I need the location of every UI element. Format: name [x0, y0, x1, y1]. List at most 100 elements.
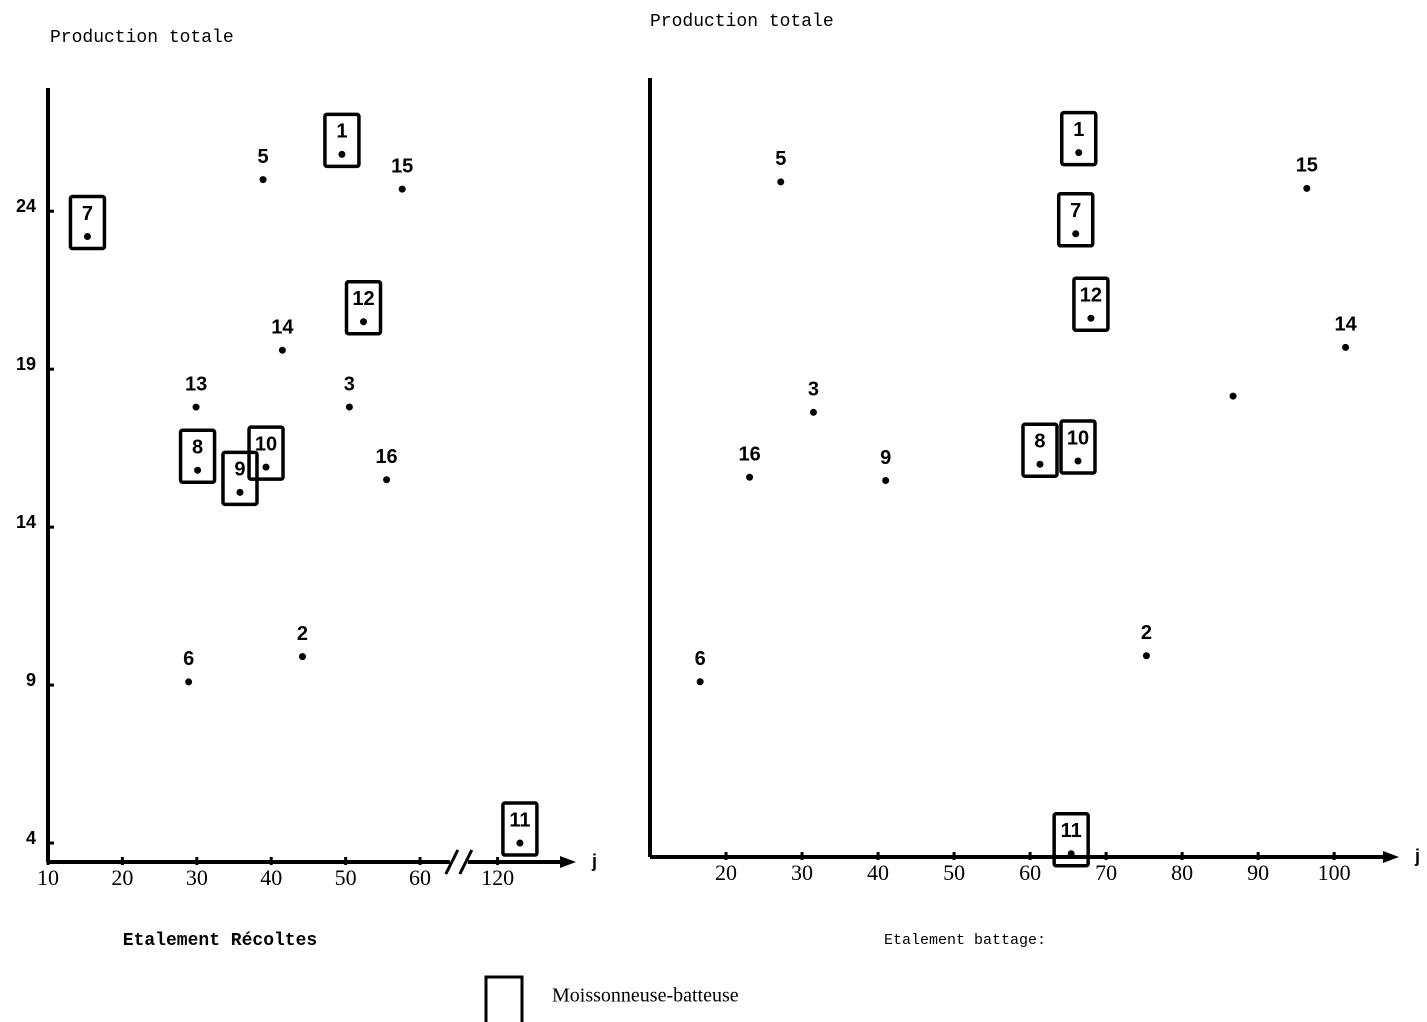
- point-label: 6: [183, 648, 194, 670]
- x-tick-label: 10: [37, 865, 59, 890]
- point-label: 12: [1080, 284, 1102, 306]
- axis-break: [444, 849, 460, 875]
- x-tick-label: 60: [409, 865, 431, 890]
- chart-title: Production totale: [650, 12, 834, 32]
- point-label: 10: [255, 433, 277, 455]
- harvester-box: [1060, 110, 1098, 167]
- point: [1229, 392, 1237, 400]
- point-label: 11: [1061, 820, 1082, 842]
- point: [1342, 343, 1350, 351]
- point: [1074, 457, 1082, 465]
- harvester-box: [1056, 192, 1095, 248]
- harvester-box: [1021, 422, 1059, 479]
- axis-arrow: [560, 856, 576, 868]
- point: [696, 678, 704, 686]
- x-tick-label: 50: [943, 860, 965, 885]
- point-label: 14: [271, 316, 294, 338]
- point: [777, 178, 785, 186]
- x-axis-end: j: [1414, 846, 1420, 866]
- x-tick-label: 50: [335, 865, 357, 890]
- x-tick-label: 60: [1019, 860, 1041, 885]
- point-label: 5: [775, 148, 786, 170]
- point: [298, 653, 306, 661]
- x-tick-label: 20: [715, 860, 737, 885]
- harvester-box: [1072, 276, 1110, 332]
- point: [360, 318, 368, 326]
- x-axis-label: Etalement battage:: [884, 932, 1046, 949]
- harvester-box: [1052, 812, 1090, 868]
- point-label: 2: [297, 623, 308, 645]
- axis-arrow: [1383, 851, 1399, 863]
- harvester-box: [323, 112, 361, 169]
- y-tick-label: 24: [16, 196, 36, 216]
- x-tick-label: 30: [791, 860, 813, 885]
- point-label: 3: [808, 379, 819, 401]
- x-tick-label: 40: [867, 860, 889, 885]
- point: [398, 185, 406, 193]
- point-label: 6: [695, 648, 706, 670]
- point-label: 15: [1296, 155, 1318, 177]
- chart-title: Production totale: [50, 28, 234, 48]
- point-label: 12: [352, 288, 374, 310]
- y-tick-label: 14: [16, 512, 36, 532]
- point-label: 16: [375, 446, 397, 468]
- x-axis-label: Etalement Récoltes: [123, 931, 317, 951]
- x-tick-label: 70: [1095, 860, 1117, 885]
- harvester-box: [178, 428, 217, 485]
- x-tick-label: 120: [481, 865, 514, 890]
- harvester-box: [344, 280, 383, 336]
- y-tick-label: 4: [26, 828, 36, 848]
- harvester-box: [1059, 419, 1097, 475]
- point: [516, 839, 524, 847]
- harvester-box: [68, 194, 107, 251]
- point: [1075, 149, 1083, 157]
- harvester-box: [247, 425, 285, 481]
- x-tick-label: 90: [1247, 860, 1269, 885]
- point-label: 8: [1034, 431, 1045, 453]
- point: [882, 476, 890, 484]
- x-tick-label: 30: [186, 865, 208, 890]
- point: [83, 232, 91, 240]
- legend-label: Moissonneuse-batteuse: [552, 985, 739, 1007]
- point-label: 3: [344, 373, 355, 395]
- point-label: 16: [738, 444, 760, 466]
- point-label: 15: [391, 155, 413, 177]
- point: [192, 403, 200, 411]
- point: [236, 488, 244, 496]
- x-tick-label: 100: [1318, 860, 1351, 885]
- legend-box: [484, 975, 524, 1022]
- point: [345, 403, 353, 411]
- point: [1072, 230, 1080, 238]
- point: [1087, 314, 1095, 322]
- point-label: 9: [234, 459, 245, 481]
- point: [338, 150, 346, 158]
- point: [383, 476, 391, 484]
- x-tick-label: 80: [1171, 860, 1193, 885]
- point-label: 1: [336, 121, 347, 143]
- point: [1142, 652, 1150, 660]
- point-label: 14: [1334, 314, 1357, 336]
- x-tick-label: 40: [260, 865, 282, 890]
- x-axis-end: j: [591, 851, 597, 871]
- point-label: 9: [880, 447, 891, 469]
- point: [1036, 460, 1044, 468]
- point-label: 1: [1073, 119, 1084, 141]
- point: [746, 473, 754, 481]
- point-label: 10: [1067, 427, 1089, 449]
- point: [1067, 850, 1075, 858]
- point-label: 8: [192, 437, 203, 459]
- y-tick-label: 19: [16, 354, 36, 374]
- point: [809, 408, 817, 416]
- point: [278, 346, 286, 354]
- point-label: 7: [1070, 200, 1081, 222]
- point: [262, 463, 270, 471]
- point-label: 11: [509, 809, 530, 831]
- point: [185, 678, 193, 686]
- y-tick-label: 9: [26, 670, 36, 690]
- point-label: 13: [185, 373, 207, 395]
- point: [1303, 184, 1311, 192]
- point-label: 7: [82, 203, 93, 225]
- harvester-box: [501, 801, 539, 857]
- point-label: 2: [1141, 622, 1152, 644]
- point: [259, 176, 267, 184]
